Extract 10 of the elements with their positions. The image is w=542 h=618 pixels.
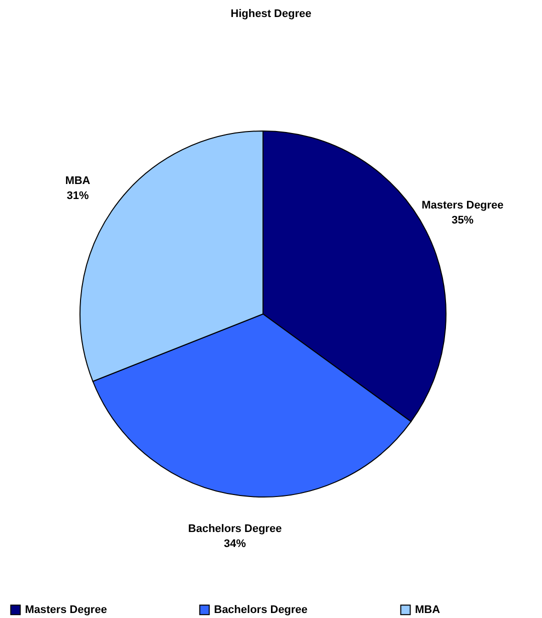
chart-title: Highest Degree: [230, 8, 312, 20]
slice-label: Masters Degree: [422, 199, 504, 212]
legend-label: Bachelors Degree: [214, 604, 308, 616]
data-label: 34%: [224, 538, 246, 550]
legend-label: MBA: [415, 604, 440, 616]
data-label: 31%: [66, 190, 89, 202]
data-label: 35%: [452, 214, 474, 226]
slice-label: MBA: [65, 175, 90, 188]
legend-label: Masters Degree: [25, 604, 107, 616]
slice-label: Bachelors Degree: [188, 523, 282, 536]
